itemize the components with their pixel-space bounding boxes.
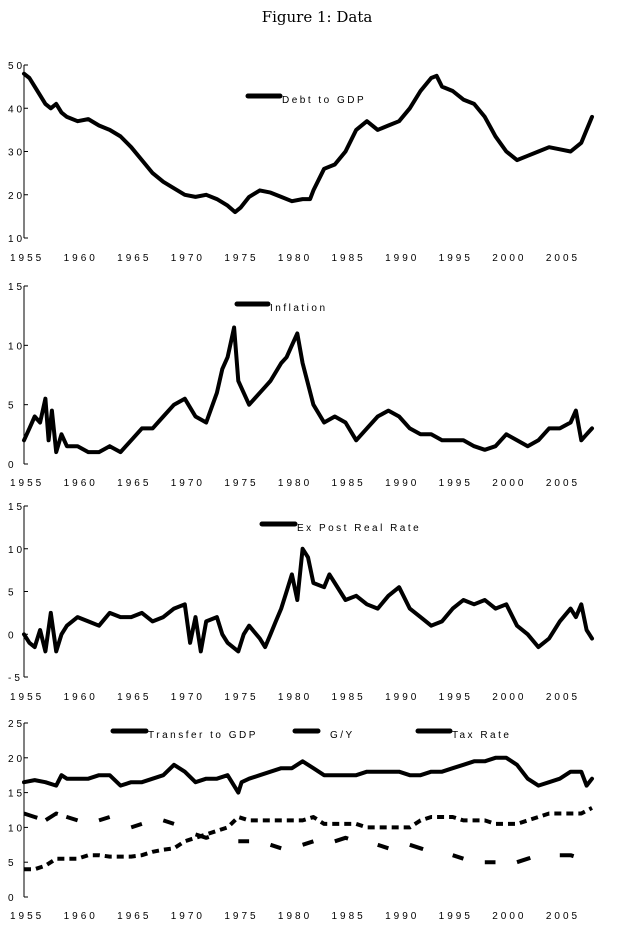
x-tick-label: 1955 — [10, 692, 44, 703]
x-tick-label: 1985 — [332, 911, 366, 922]
x-tick-label: 1955 — [10, 478, 44, 489]
x-tick-label: 1975 — [224, 911, 258, 922]
x-tick-label: 2005 — [546, 692, 580, 703]
y-tick-label: -5 — [8, 673, 23, 684]
series-line-1 — [22, 546, 594, 654]
x-tick-label: 2000 — [492, 478, 526, 489]
legend-label: Inflation — [270, 303, 328, 314]
x-tick-label: 1965 — [117, 253, 151, 264]
x-tick-label: 2000 — [492, 911, 526, 922]
x-tick-label: 1955 — [10, 253, 44, 264]
y-tick-label: 10 — [8, 341, 25, 352]
x-tick-label: 1970 — [171, 478, 205, 489]
x-tick-label: 1975 — [224, 253, 258, 264]
x-tick-label: 1955 — [10, 911, 44, 922]
legend-label: Ex Post Real Rate — [297, 523, 421, 534]
y-tick-label: 5 — [8, 401, 17, 412]
series-line-1 — [24, 806, 593, 872]
chart-panel-1: 10 20 30 40 50 1955 1960 1965 1970 1975 1980 1985 19… — [8, 61, 594, 264]
chart-panel-2: 0 5 10 15 1955 1960 1965 1970 1975 1980 1985 1990 19… — [8, 282, 594, 489]
x-tick-label: 1995 — [439, 253, 473, 264]
y-tick-label: 10 — [8, 545, 25, 556]
x-tick-label: 1980 — [278, 692, 312, 703]
series-line-2 — [23, 811, 582, 865]
series-line-3 — [22, 755, 594, 795]
y-tick-label: 40 — [8, 104, 25, 115]
x-tick-label: 1975 — [224, 478, 258, 489]
y-tick-label: 0 — [8, 460, 17, 471]
y-tick-label: 15 — [8, 282, 25, 293]
y-tick-label: 15 — [8, 789, 25, 800]
series-line-1 — [22, 325, 594, 455]
x-tick-label: 1965 — [117, 692, 151, 703]
y-tick-label: 25 — [8, 719, 25, 730]
x-tick-label: 1990 — [385, 911, 419, 922]
y-tick-label: 50 — [8, 61, 25, 72]
y-tick-label: 30 — [8, 148, 25, 159]
x-tick-label: 1985 — [332, 478, 366, 489]
x-tick-label: 1960 — [64, 478, 98, 489]
y-tick-label: 20 — [8, 191, 25, 202]
figure-title: Figure 1: Data — [261, 8, 373, 26]
x-tick-label: 1980 — [278, 253, 312, 264]
y-tick-label: 0 — [8, 630, 17, 641]
legend-label: Tax Rate — [452, 730, 511, 741]
x-tick-label: 1970 — [171, 253, 205, 264]
x-tick-label: 1965 — [117, 478, 151, 489]
x-tick-label: 1995 — [439, 692, 473, 703]
y-tick-label: 15 — [8, 502, 25, 513]
y-tick-label: 0 — [8, 893, 17, 904]
y-tick-label: 5 — [8, 588, 17, 599]
series-line-1 — [22, 71, 594, 215]
legend-label: G/Y — [330, 730, 355, 741]
x-tick-label: 1960 — [64, 253, 98, 264]
x-tick-label: 1985 — [332, 692, 366, 703]
x-tick-label: 2005 — [546, 253, 580, 264]
x-tick-label: 2000 — [492, 692, 526, 703]
x-tick-label: 2005 — [546, 911, 580, 922]
x-tick-label: 1965 — [117, 911, 151, 922]
x-tick-label: 1980 — [278, 478, 312, 489]
x-tick-label: 1960 — [64, 692, 98, 703]
legend-label: Debt to GDP — [282, 95, 366, 106]
chart-panel-3: -5 0 5 10 15 1955 1960 1965 1970 1975 1980 1985 1990… — [8, 502, 594, 703]
chart-panel-4: 0 5 10 15 20 25 1955 1960 1965 1970 1975 1980 1985 19… — [8, 719, 594, 922]
x-tick-label: 1960 — [64, 911, 98, 922]
x-tick-label: 2005 — [546, 478, 580, 489]
x-tick-label: 1975 — [224, 692, 258, 703]
y-tick-label: 5 — [8, 858, 17, 869]
legend-label: Transfer to GDP — [148, 730, 258, 741]
y-tick-label: 10 — [8, 234, 25, 245]
x-tick-label: 1990 — [385, 253, 419, 264]
y-tick-label: 20 — [8, 754, 25, 765]
y-tick-label: 10 — [8, 823, 25, 834]
x-tick-label: 1985 — [332, 253, 366, 264]
x-tick-label: 1970 — [171, 911, 205, 922]
x-tick-label: 1980 — [278, 911, 312, 922]
x-tick-label: 1995 — [439, 911, 473, 922]
x-tick-label: 1990 — [385, 692, 419, 703]
x-tick-label: 2000 — [492, 253, 526, 264]
x-tick-label: 1970 — [171, 692, 205, 703]
x-tick-label: 1995 — [439, 478, 473, 489]
x-tick-label: 1990 — [385, 478, 419, 489]
